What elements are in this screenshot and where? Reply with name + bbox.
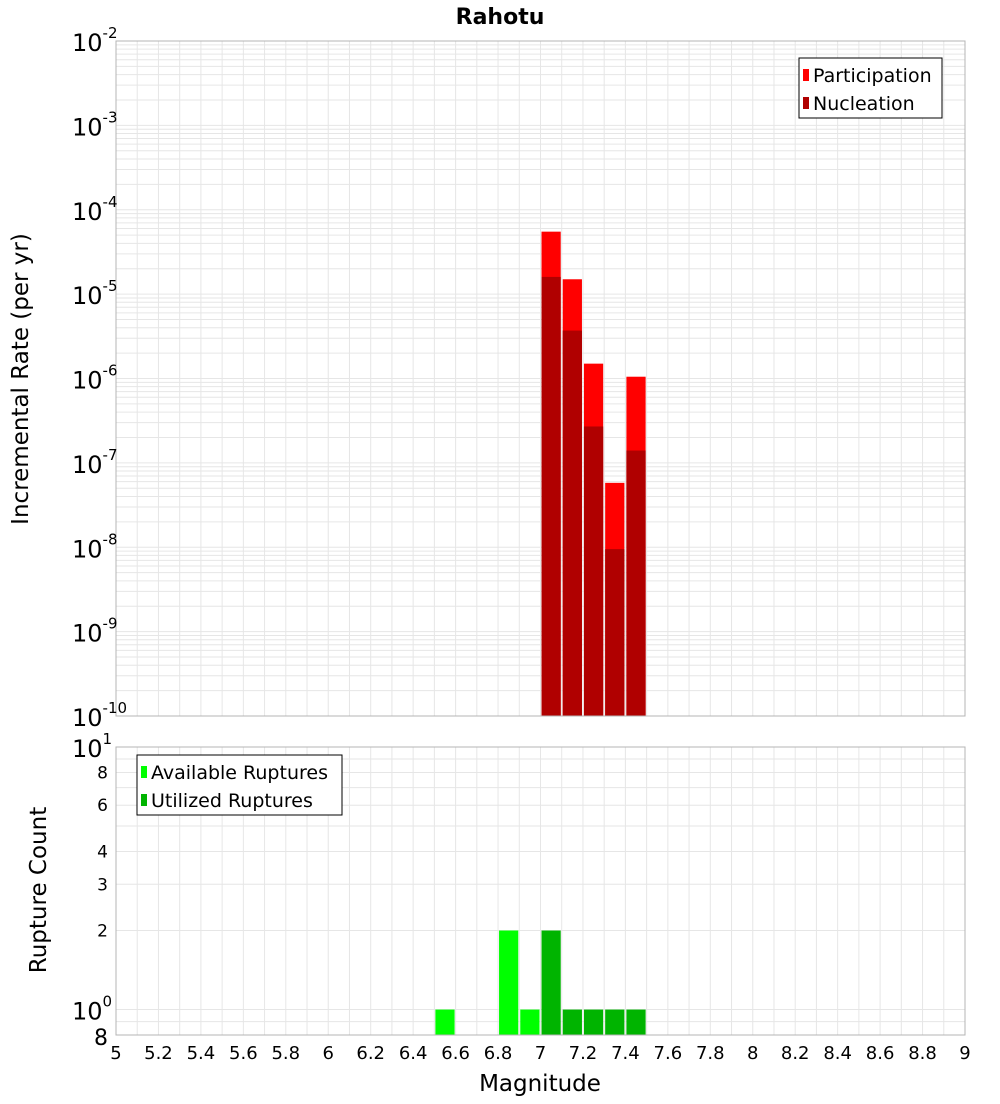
utilized-ruptures-bar: [541, 930, 561, 1035]
top-y-tick-label: 10-3: [72, 108, 118, 141]
available-ruptures-bars: [435, 930, 540, 1035]
top-legend-swatch: [803, 69, 809, 81]
x-tick-label: 5.8: [271, 1043, 300, 1064]
top-legend-entry: Nucleation: [813, 93, 915, 115]
top-legend-swatch: [803, 97, 809, 109]
top-y-tick-label: 10-4: [72, 193, 118, 226]
bottom-legend: Available Ruptures Utilized Ruptures: [136, 754, 343, 816]
nucleation-bars: [541, 276, 646, 716]
bottom-legend-swatch: [141, 766, 147, 778]
top-legend-box: [798, 57, 943, 119]
x-tick-label: 8.6: [866, 1043, 895, 1064]
x-tick-label: 5.6: [229, 1043, 258, 1064]
nucleation-bar: [562, 330, 582, 716]
top-y-tick-label: 10-8: [72, 530, 118, 563]
bottom-y-tick-label: 4: [97, 842, 108, 862]
x-tick-label: 6.4: [399, 1043, 428, 1064]
x-tick-label: 5.2: [144, 1043, 173, 1064]
available-ruptures-bar: [499, 930, 519, 1035]
x-axis-label: Magnitude: [479, 1071, 601, 1097]
x-tick-label: 8.4: [823, 1043, 852, 1064]
chart-plot-layer: 10-1010-910-810-710-610-510-410-310-2810…: [72, 24, 971, 1064]
top-grid: [115, 41, 966, 717]
bottom-legend-entry: Utilized Ruptures: [151, 790, 313, 812]
bottom-plot-frame: [115, 746, 966, 1036]
bottom-y-tick-label: 2: [97, 922, 108, 942]
x-tick-label: 6.2: [356, 1043, 385, 1064]
top-y-tick-label: 10-7: [72, 446, 118, 479]
bottom-y-tick-label: 100: [72, 993, 112, 1026]
available-ruptures-bar: [520, 1009, 540, 1035]
bottom-y-axis-label: Rupture Count: [26, 807, 52, 973]
bottom-y-tick-label: 6: [97, 796, 108, 816]
x-tick-label: 7: [535, 1043, 546, 1064]
bottom-y-tick-label: 101: [72, 730, 112, 763]
top-y-axis-label: Incremental Rate (per yr): [8, 233, 34, 525]
x-tick-labels: 5 5.2 5.4 5.6 5.8 6 6.2 6.4 6.6 6.8 7 7.2 7.4 7.6 7.8 8…: [110, 1043, 970, 1064]
x-tick-label: 9: [959, 1043, 970, 1064]
bottom-y-tick-label: 8: [94, 1026, 108, 1051]
utilized-ruptures-bars: [541, 930, 646, 1035]
x-tick-label: 8.2: [781, 1043, 810, 1064]
x-tick-label: 5.4: [187, 1043, 216, 1064]
x-tick-label: 8.8: [908, 1043, 937, 1064]
x-tick-label: 6: [323, 1043, 334, 1064]
utilized-ruptures-bar: [626, 1009, 646, 1035]
x-tick-label: 7.2: [569, 1043, 598, 1064]
nucleation-bar: [541, 276, 561, 716]
x-tick-label: 7.6: [654, 1043, 683, 1064]
bottom-legend-box: [136, 754, 343, 816]
top-legend-entry: Participation: [813, 65, 932, 87]
top-y-tick-label: 10-6: [72, 362, 118, 395]
top-y-tick-labels: 10-10 10-9 10-8 10-7 10-6 10-5 10-4 10-3 10-2: [72, 24, 127, 732]
bottom-y-tick-label: 8: [97, 763, 108, 783]
x-tick-label: 6.6: [441, 1043, 470, 1064]
x-tick-label: 7.8: [696, 1043, 725, 1064]
x-tick-label: 8: [747, 1043, 758, 1064]
bottom-legend-swatch: [141, 794, 147, 806]
utilized-ruptures-bar: [583, 1009, 604, 1035]
available-ruptures-bar: [435, 1009, 455, 1035]
x-tick-label: 5: [110, 1043, 121, 1064]
bottom-legend-entry: Available Ruptures: [151, 762, 328, 784]
utilized-ruptures-bar: [605, 1009, 625, 1035]
top-plot-frame: [115, 40, 966, 717]
top-legend: Participation Nucleation: [798, 57, 943, 119]
chart-title: Rahotu: [456, 5, 545, 30]
top-y-tick-label: 10-10: [72, 699, 127, 732]
x-tick-label: 7.4: [611, 1043, 640, 1064]
x-tick-label: 6.8: [484, 1043, 513, 1064]
nucleation-bar: [583, 426, 604, 716]
nucleation-bar: [605, 549, 625, 716]
top-y-tick-label: 10-9: [72, 615, 118, 648]
bottom-y-tick-label: 3: [97, 875, 108, 895]
utilized-ruptures-bar: [562, 1009, 582, 1035]
top-y-tick-label: 10-2: [72, 24, 118, 57]
top-y-tick-label: 10-5: [72, 277, 118, 310]
nucleation-bar: [626, 450, 646, 716]
